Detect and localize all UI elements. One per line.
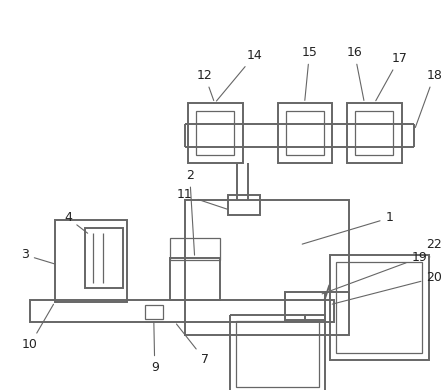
Text: 18: 18 <box>416 69 442 128</box>
Text: 16: 16 <box>346 46 364 100</box>
Bar <box>228 195 260 215</box>
Bar <box>337 262 422 353</box>
Text: 14: 14 <box>217 49 263 101</box>
Bar <box>278 103 333 163</box>
Bar <box>85 228 123 288</box>
Bar <box>330 255 429 360</box>
Bar <box>170 238 220 260</box>
Text: 10: 10 <box>22 304 54 351</box>
Bar <box>188 103 243 163</box>
Text: 2: 2 <box>186 168 194 255</box>
Bar <box>347 103 402 163</box>
Text: 9: 9 <box>151 322 159 374</box>
Text: 4: 4 <box>64 211 88 233</box>
Text: 21: 21 <box>0 389 1 390</box>
Text: 15: 15 <box>302 46 318 100</box>
Text: 19: 19 <box>322 252 427 294</box>
Bar <box>284 292 325 320</box>
Bar <box>55 220 127 302</box>
Bar <box>229 315 325 390</box>
Bar <box>236 321 319 387</box>
Bar <box>196 111 233 155</box>
Bar <box>355 111 393 155</box>
Text: 7: 7 <box>176 324 209 366</box>
Text: 3: 3 <box>21 248 55 264</box>
Bar <box>170 258 220 300</box>
Text: 22: 22 <box>427 238 442 258</box>
Text: 17: 17 <box>376 52 407 101</box>
Text: 1: 1 <box>302 211 393 244</box>
Bar <box>286 111 323 155</box>
Bar <box>185 200 350 335</box>
Text: 12: 12 <box>197 69 214 101</box>
Text: 20: 20 <box>332 271 442 304</box>
Bar <box>145 305 163 319</box>
Text: 11: 11 <box>177 188 227 209</box>
Bar <box>30 300 334 322</box>
